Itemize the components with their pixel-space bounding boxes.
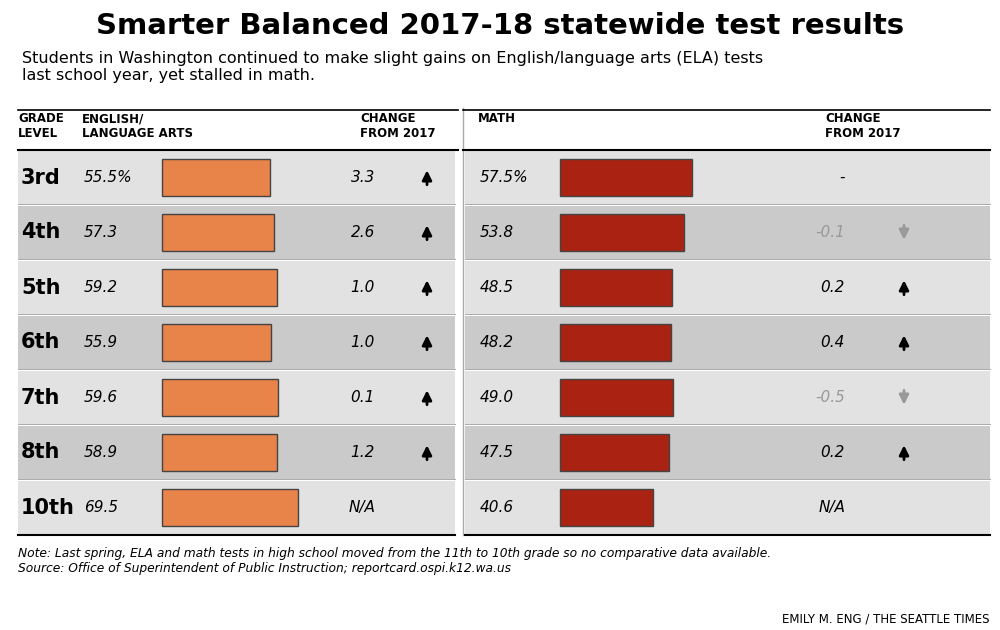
Text: 55.9: 55.9: [84, 335, 118, 350]
Text: Students in Washington continued to make slight gains on English/language arts (: Students in Washington continued to make…: [22, 51, 763, 83]
Text: Smarter Balanced 2017-18 statewide test results: Smarter Balanced 2017-18 statewide test …: [96, 12, 904, 40]
Text: 7th: 7th: [21, 387, 60, 408]
Text: 48.5: 48.5: [480, 280, 514, 295]
Text: Note: Last spring, ELA and math tests in high school moved from the 11th to 10th: Note: Last spring, ELA and math tests in…: [18, 547, 771, 575]
Bar: [560, 214, 684, 251]
Bar: [18, 481, 455, 534]
Text: 47.5: 47.5: [480, 445, 514, 460]
Text: 0.2: 0.2: [821, 445, 845, 460]
Text: 0.4: 0.4: [821, 335, 845, 350]
Text: 49.0: 49.0: [480, 390, 514, 405]
Text: 59.6: 59.6: [84, 390, 118, 405]
Bar: [162, 269, 277, 306]
Text: N/A: N/A: [818, 500, 845, 515]
Bar: [18, 151, 455, 204]
Text: -0.1: -0.1: [815, 225, 845, 240]
Text: 69.5: 69.5: [84, 500, 118, 515]
Text: -: -: [840, 170, 845, 185]
Text: CHANGE
FROM 2017: CHANGE FROM 2017: [360, 112, 436, 140]
Bar: [162, 434, 277, 471]
Bar: [560, 269, 672, 306]
Text: 53.8: 53.8: [480, 225, 514, 240]
Text: 59.2: 59.2: [84, 280, 118, 295]
Text: 1.0: 1.0: [351, 280, 375, 295]
Text: 1.2: 1.2: [351, 445, 375, 460]
Text: MATH: MATH: [478, 112, 516, 125]
Text: 3rd: 3rd: [21, 168, 61, 188]
Bar: [18, 426, 455, 479]
Text: 8th: 8th: [21, 442, 60, 462]
Text: N/A: N/A: [348, 500, 375, 515]
Bar: [18, 371, 455, 424]
Bar: [560, 159, 692, 196]
Bar: [162, 214, 274, 251]
Bar: [465, 316, 990, 369]
Text: -0.5: -0.5: [815, 390, 845, 405]
Bar: [560, 434, 669, 471]
Text: 6th: 6th: [21, 333, 60, 353]
Bar: [162, 379, 278, 416]
Text: 58.9: 58.9: [84, 445, 118, 460]
Text: 0.2: 0.2: [821, 280, 845, 295]
Bar: [465, 151, 990, 204]
Bar: [162, 489, 298, 526]
Bar: [162, 324, 271, 361]
Text: 57.3: 57.3: [84, 225, 118, 240]
Text: 40.6: 40.6: [480, 500, 514, 515]
Bar: [465, 371, 990, 424]
Bar: [560, 324, 671, 361]
Bar: [560, 379, 673, 416]
Text: 55.5%: 55.5%: [84, 170, 133, 185]
Bar: [18, 206, 455, 259]
Text: ENGLISH/
LANGUAGE ARTS: ENGLISH/ LANGUAGE ARTS: [82, 112, 193, 140]
Bar: [162, 159, 270, 196]
Text: 10th: 10th: [21, 498, 75, 517]
Text: EMILY M. ENG / THE SEATTLE TIMES: EMILY M. ENG / THE SEATTLE TIMES: [782, 612, 990, 625]
Bar: [18, 316, 455, 369]
Bar: [18, 261, 455, 314]
Bar: [560, 489, 653, 526]
Text: CHANGE
FROM 2017: CHANGE FROM 2017: [825, 112, 900, 140]
Bar: [465, 206, 990, 259]
Text: 4th: 4th: [21, 222, 60, 243]
Text: 48.2: 48.2: [480, 335, 514, 350]
Text: 1.0: 1.0: [351, 335, 375, 350]
Text: GRADE
LEVEL: GRADE LEVEL: [18, 112, 64, 140]
Text: 3.3: 3.3: [351, 170, 375, 185]
Text: 5th: 5th: [21, 277, 60, 297]
Text: 0.1: 0.1: [351, 390, 375, 405]
Bar: [465, 426, 990, 479]
Bar: [465, 261, 990, 314]
Text: 2.6: 2.6: [351, 225, 375, 240]
Bar: [465, 481, 990, 534]
Text: 57.5%: 57.5%: [480, 170, 529, 185]
